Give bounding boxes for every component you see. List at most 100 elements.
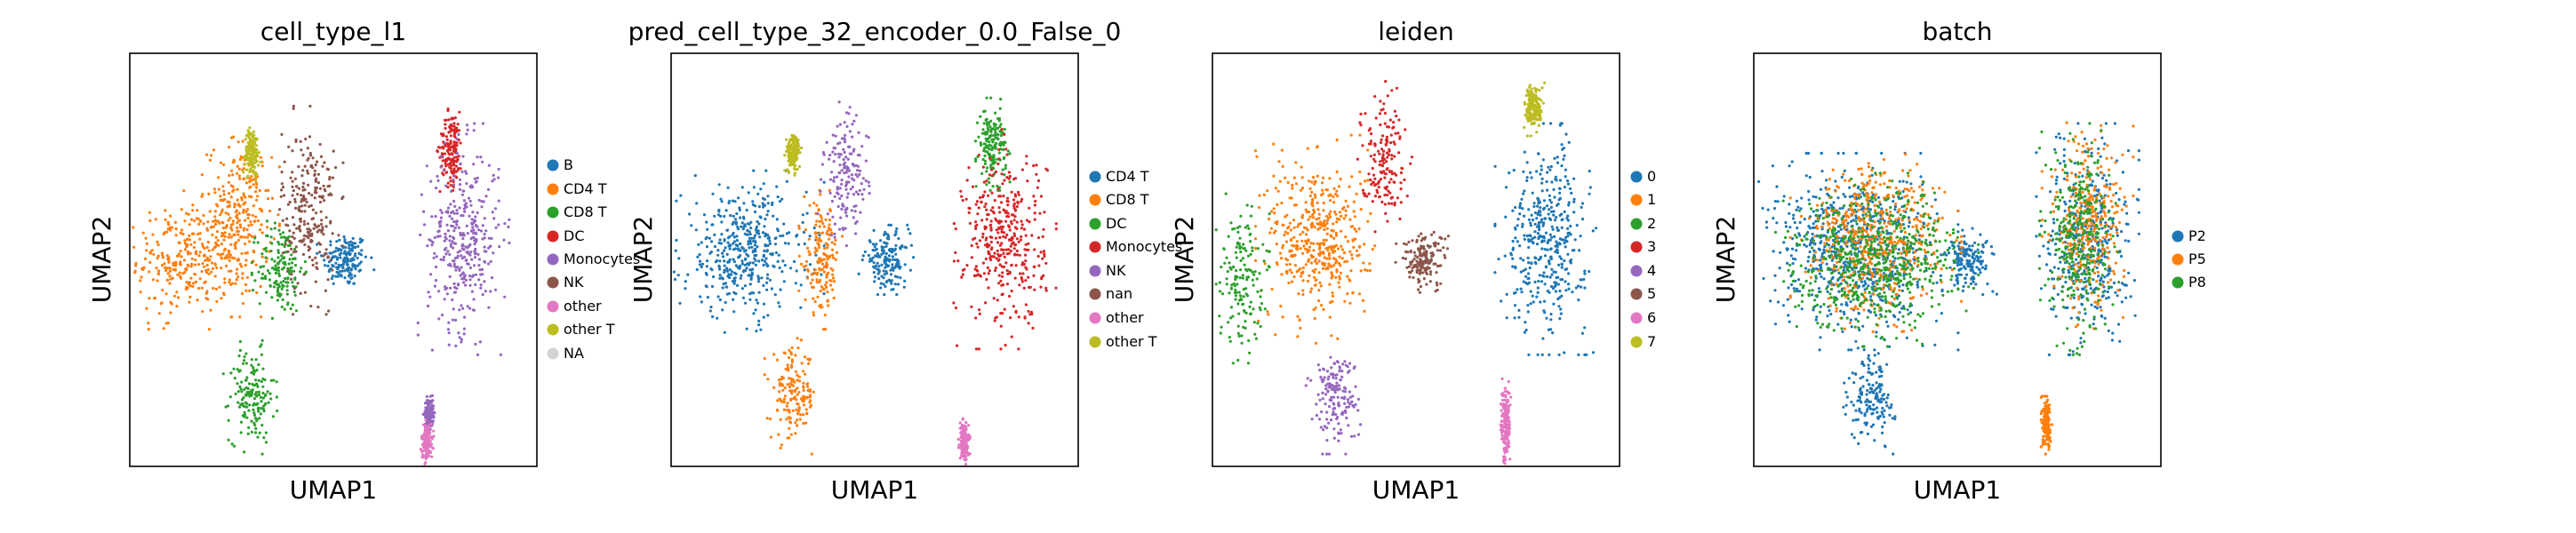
scatter-point xyxy=(1292,226,1296,229)
scatter-point xyxy=(155,266,158,270)
scatter-point xyxy=(314,179,317,183)
scatter-point xyxy=(481,237,484,241)
scatter-point xyxy=(481,122,485,125)
scatter-point xyxy=(444,162,447,165)
scatter-point xyxy=(343,256,347,259)
scatter-point xyxy=(1007,171,1011,174)
scatter-point xyxy=(975,200,980,203)
scatter-point xyxy=(723,238,726,242)
scatter-point xyxy=(165,278,169,282)
scatter-point xyxy=(269,378,273,382)
scatter-point xyxy=(455,137,459,140)
scatter-point xyxy=(470,290,475,293)
scatter-point xyxy=(260,338,264,342)
scatter-point xyxy=(1340,229,1343,233)
scatter-point xyxy=(1322,202,1325,205)
scatter-point xyxy=(213,210,217,213)
scatter-point xyxy=(793,167,796,171)
scatter-point xyxy=(214,235,218,239)
scatter-point xyxy=(812,227,816,230)
scatter-point xyxy=(228,192,231,195)
scatter-point xyxy=(461,189,465,193)
scatter-point xyxy=(765,276,770,280)
scatter-point xyxy=(1534,262,1538,266)
scatter-point xyxy=(1527,245,1531,250)
scatter-point xyxy=(727,260,731,264)
scatter-point xyxy=(987,194,990,197)
scatter-point xyxy=(292,313,295,316)
scatter-point xyxy=(292,107,295,110)
scatter-point xyxy=(252,372,256,376)
scatter-point xyxy=(239,402,243,406)
scatter-point xyxy=(745,266,748,270)
scatter-point xyxy=(781,234,785,237)
scatter-point xyxy=(990,168,994,171)
scatter-point xyxy=(796,402,799,406)
scatter-point xyxy=(964,197,968,201)
scatter-point xyxy=(306,230,309,234)
scatter-point xyxy=(1021,272,1025,275)
scatter-point xyxy=(244,219,247,222)
scatter-point xyxy=(314,256,317,259)
scatter-point xyxy=(819,278,822,282)
scatter-point xyxy=(1565,179,1570,183)
scatter-point xyxy=(342,259,346,263)
scatter-point xyxy=(794,432,797,435)
scatter-point xyxy=(839,153,843,156)
scatter-point xyxy=(1583,326,1587,330)
scatter-point xyxy=(788,409,791,412)
scatter-point xyxy=(806,246,810,250)
scatter-point xyxy=(959,454,964,457)
scatter-point xyxy=(316,230,319,234)
scatter-point xyxy=(229,243,233,246)
scatter-point xyxy=(753,254,756,258)
scatter-point xyxy=(1553,156,1556,160)
scatter-point xyxy=(321,228,324,232)
scatter-point xyxy=(840,179,844,182)
scatter-point xyxy=(1299,233,1302,236)
scatter-point xyxy=(876,261,879,265)
scatter-point xyxy=(839,216,843,219)
scatter-point xyxy=(748,236,752,240)
scatter-point xyxy=(1566,231,1570,235)
scatter-point xyxy=(704,284,708,288)
scatter-point xyxy=(894,243,898,247)
scatter-point xyxy=(457,132,460,136)
scatter-point xyxy=(250,163,253,166)
scatter-point xyxy=(213,215,217,219)
scatter-point xyxy=(484,195,488,198)
scatter-point xyxy=(1005,282,1010,286)
scatter-point xyxy=(231,161,235,164)
scatter-point xyxy=(721,255,725,259)
scatter-point xyxy=(1566,182,1570,186)
scatter-point xyxy=(238,385,242,388)
scatter-point xyxy=(819,290,822,293)
scatter-point xyxy=(1292,244,1296,248)
scatter-point xyxy=(758,235,762,239)
scatter-point xyxy=(964,431,967,434)
scatter-point xyxy=(756,280,761,283)
scatter-point xyxy=(1309,261,1314,265)
scatter-point xyxy=(763,302,766,306)
scatter-point xyxy=(1537,224,1540,227)
scatter-point xyxy=(710,240,714,243)
scatter-point xyxy=(1541,122,1545,125)
scatter-point xyxy=(986,150,989,154)
scatter-point xyxy=(282,279,285,283)
scatter-point xyxy=(268,278,272,282)
scatter-point xyxy=(690,224,693,227)
scatter-point xyxy=(265,259,268,264)
scatter-point xyxy=(754,204,757,208)
scatter-point xyxy=(967,166,971,170)
scatter-point xyxy=(445,142,449,146)
scatter-point xyxy=(829,234,834,237)
scatter-point xyxy=(242,208,245,211)
scatter-point xyxy=(354,242,357,245)
scatter-point xyxy=(256,195,260,198)
scatter-point xyxy=(1027,275,1030,279)
scatter-point xyxy=(212,148,216,152)
scatter-point xyxy=(472,232,476,235)
scatter-point xyxy=(442,147,445,150)
scatter-point xyxy=(425,430,428,434)
scatter-point xyxy=(196,232,200,236)
